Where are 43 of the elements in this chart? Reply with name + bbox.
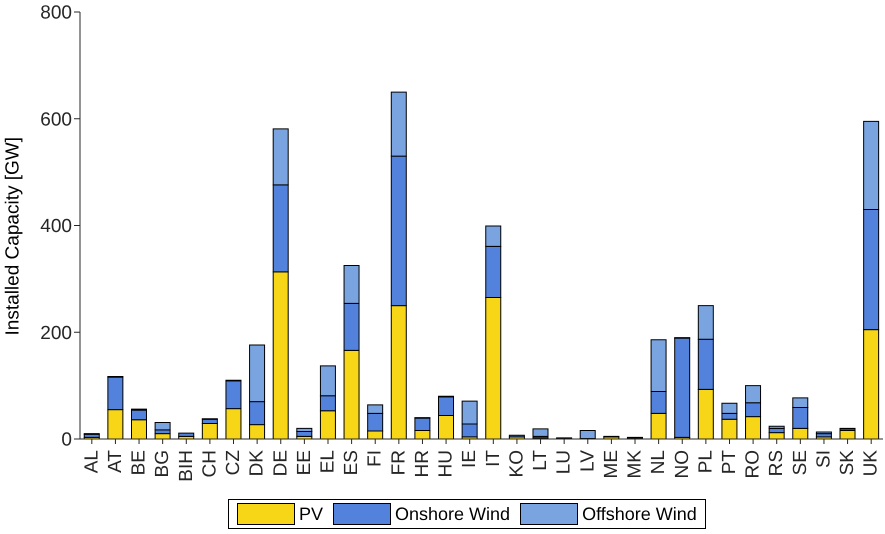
x-tick-label: PL	[695, 450, 716, 474]
x-tick-label: SI	[813, 450, 834, 468]
x-tick-label: BG	[152, 450, 174, 478]
x-tick-label: AT	[104, 450, 126, 473]
x-tick-label: AL	[81, 450, 102, 474]
x-tick-label: FI	[364, 450, 386, 467]
x-tick-label: EL	[317, 450, 338, 474]
x-tick-label: LU	[554, 450, 575, 474]
x-tick-label: IE	[459, 450, 480, 468]
x-tick-label: NL	[648, 450, 670, 474]
legend-label: Offshore Wind	[582, 504, 697, 524]
x-tick-label: ME	[600, 450, 622, 478]
legend-label: Onshore Wind	[395, 504, 510, 524]
x-tick-label: CZ	[223, 450, 244, 476]
y-axis-title: Installed Capacity [GW]	[2, 136, 24, 336]
x-tick-label: RS	[766, 450, 788, 476]
x-tick-label: MK	[624, 450, 646, 478]
x-tick-label: FR	[388, 450, 410, 476]
x-tick-label: LT	[530, 450, 552, 471]
y-tick-label: 800	[40, 2, 72, 24]
legend-label: PV	[299, 504, 324, 524]
x-tick-label: IT	[482, 450, 504, 467]
x-tick-label: PT	[718, 450, 740, 474]
y-tick-label: 600	[40, 109, 72, 130]
x-tick-label: CH	[199, 450, 220, 478]
x-tick-label: EE	[294, 450, 315, 476]
x-tick-label: DK	[246, 450, 268, 476]
x-tick-label: BE	[128, 450, 150, 476]
x-tick-label: BIH	[176, 450, 197, 482]
x-tick-label: SK	[837, 450, 858, 476]
x-tick-label: NO	[672, 450, 693, 478]
x-tick-label: HR	[412, 450, 433, 478]
x-tick-label: KO	[506, 450, 528, 478]
x-tick-label: UK	[860, 450, 882, 476]
y-tick-label: 0	[61, 430, 72, 451]
x-tick-label: DE	[270, 450, 292, 476]
x-tick-label: RO	[742, 450, 764, 478]
y-tick-label: 400	[40, 216, 72, 238]
x-tick-label: LV	[577, 450, 598, 472]
x-tick-label: HU	[436, 450, 457, 478]
y-tick-label: 200	[40, 322, 72, 344]
x-tick-label: ES	[341, 450, 362, 476]
x-tick-label: SE	[790, 450, 811, 476]
